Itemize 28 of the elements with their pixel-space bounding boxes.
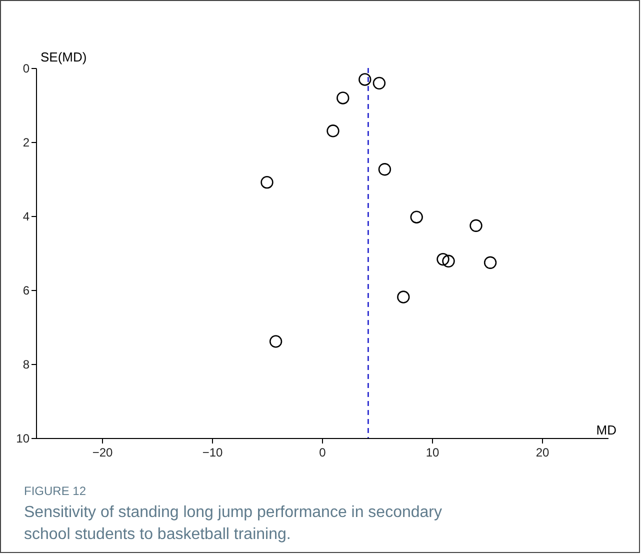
point	[372, 76, 386, 90]
x-tick-label: 10	[426, 446, 440, 460]
point	[269, 335, 282, 348]
x-tick-label: −10	[202, 446, 223, 460]
x-tick-label: −20	[92, 446, 113, 460]
text: Sensitivity of standing long jump performance in secondary school students to basketball training.	[24, 504, 442, 543]
point	[442, 254, 455, 268]
y-tick-label: 8	[22, 358, 30, 372]
y-tick-label: 2	[22, 136, 30, 150]
y-tick-label: 10	[16, 432, 30, 446]
y-axis-title: SE(MD)	[40, 50, 87, 64]
y-tick-label: 4	[22, 210, 30, 224]
x-axis-title: MD	[596, 422, 616, 438]
point	[326, 124, 340, 138]
point	[260, 176, 274, 189]
point	[436, 252, 450, 266]
point	[470, 219, 482, 232]
point	[397, 290, 410, 304]
point	[336, 92, 350, 104]
y-tick-label: 0	[22, 62, 30, 76]
point	[378, 163, 392, 176]
point	[410, 210, 423, 224]
point	[484, 256, 497, 269]
point	[358, 73, 372, 86]
x-tick-label: 0	[319, 446, 326, 460]
x-tick-label: 20	[536, 446, 550, 460]
y-tick-label: 6	[22, 284, 30, 298]
text: FIGURE 12	[24, 484, 86, 498]
